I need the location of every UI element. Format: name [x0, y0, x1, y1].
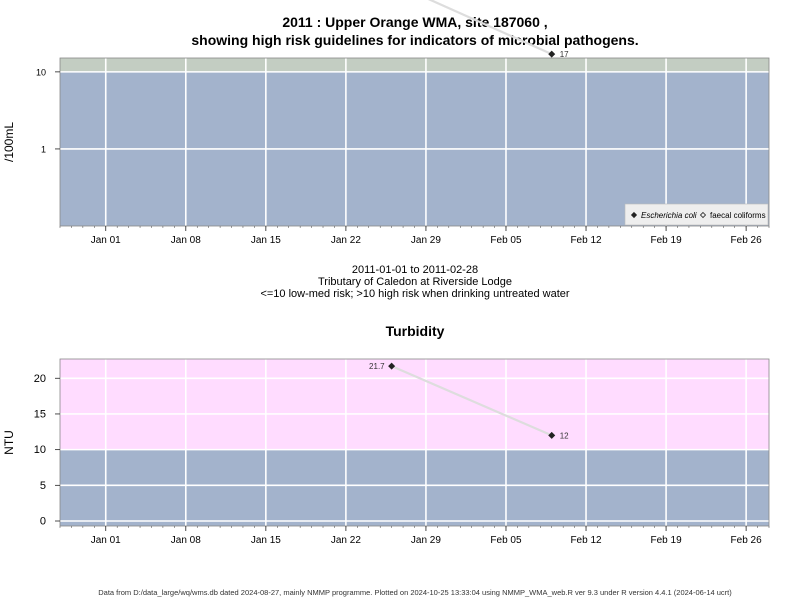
microbial-data-point — [548, 50, 556, 58]
turbidity-data-point — [548, 431, 556, 439]
microbial-x-tick-label: Feb 12 — [570, 235, 602, 246]
turbidity-y-tick-label: 15 — [34, 408, 46, 420]
caption-location: Tributary of Caledon at Riverside Lodge — [317, 276, 513, 288]
turbidity-series-line — [391, 365, 553, 437]
turbidity-x-tick-label: Feb 12 — [570, 535, 602, 546]
microbial-x-tick-label: Jan 29 — [411, 235, 441, 246]
footer-note: Data from D:/data_large/wq/wms.db dated … — [98, 588, 732, 597]
caption-date-range: 2011-01-01 to 2011-02-28 — [351, 264, 479, 276]
legend-ecoli-marker — [630, 211, 638, 219]
turbidity-x-tick-label: Feb 19 — [651, 535, 683, 546]
turbidity-title: Turbidity — [385, 323, 445, 339]
turbidity-high-risk-band — [60, 359, 769, 450]
turbidity-x-tick-label: Jan 01 — [91, 535, 121, 546]
microbial-x-tick-label: Feb 26 — [731, 235, 763, 246]
turbidity-y-tick-label: 10 — [34, 444, 46, 456]
microbial-y-tick-label: 10 — [36, 67, 46, 77]
microbial-data-label: 17 — [560, 50, 569, 59]
caption-risk-note: <=10 low-med risk; >10 high risk when dr… — [260, 288, 570, 300]
turbidity-x-tick-label: Jan 15 — [251, 535, 281, 546]
turbidity-y-tick-label: 20 — [34, 373, 46, 385]
legend-faecal-marker — [699, 211, 707, 219]
turbidity-low-risk-band — [60, 449, 769, 526]
turbidity-y-tick-label: 5 — [40, 480, 46, 492]
microbial-y-axis-label: /100mL — [2, 122, 16, 162]
turbidity-data-point — [388, 362, 396, 370]
microbial-series-line — [427, 0, 553, 56]
turbidity-x-tick-label: Jan 08 — [171, 535, 201, 546]
turbidity-x-tick-label: Jan 22 — [331, 535, 361, 546]
microbial-x-tick-label: Jan 22 — [331, 235, 361, 246]
microbial-x-tick-label: Feb 19 — [651, 235, 683, 246]
turbidity-data-label: 21.7 — [369, 362, 385, 371]
legend-entry-label: Escherichia coli — [641, 211, 697, 220]
turbidity-data-label: 12 — [560, 431, 569, 440]
turbidity-x-tick-label: Jan 29 — [411, 535, 441, 546]
microbial-x-tick-label: Jan 01 — [91, 235, 121, 246]
turbidity-y-axis-label: NTU — [2, 430, 16, 455]
microbial-x-tick-label: Jan 15 — [251, 235, 281, 246]
chart-title-line1: 2011 : Upper Orange WMA, site 187060 , — [282, 14, 548, 30]
turbidity-y-tick-label: 0 — [40, 516, 46, 528]
microbial-x-tick-label: Jan 08 — [171, 235, 201, 246]
legend-box — [624, 203, 769, 226]
turbidity-x-tick-label: Feb 05 — [490, 535, 522, 546]
legend-entry-label: faecal coliforms — [710, 211, 766, 220]
turbidity-x-tick-label: Feb 26 — [731, 535, 763, 546]
microbial-x-tick-label: Feb 05 — [490, 235, 522, 246]
microbial-y-tick-label: 1 — [41, 144, 46, 154]
microbial-high-risk-band — [60, 58, 769, 72]
